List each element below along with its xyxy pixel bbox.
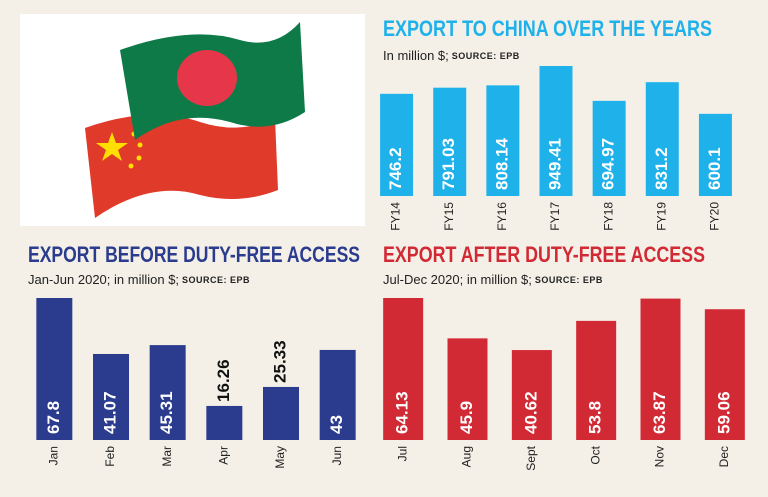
value-label: 63.87	[650, 391, 669, 434]
x-tick-label: FY19	[654, 202, 668, 231]
value-label: 45.9	[457, 401, 476, 434]
x-tick-label: May	[273, 446, 287, 469]
bar	[93, 353, 129, 440]
bar	[380, 93, 414, 196]
source: SOURCE: EPB	[452, 51, 520, 61]
bar	[704, 309, 745, 440]
bar-chart: EXPORT TO CHINA OVER THE YEARS In million…	[380, 16, 732, 231]
bar	[263, 386, 299, 440]
bar	[539, 66, 573, 196]
value-label: 40.62	[521, 391, 540, 434]
subtitle: Jan-Jun 2020; in million $;	[28, 272, 179, 287]
value-label: 59.06	[714, 391, 733, 434]
chart-subtitle: In million $; SOURCE: EPB	[383, 48, 520, 63]
bar	[433, 87, 467, 196]
value-label: 41.07	[100, 391, 119, 434]
bar	[640, 298, 681, 440]
star	[136, 155, 142, 161]
x-tick-label: Feb	[103, 446, 117, 467]
value-label: 808.14	[492, 137, 511, 190]
star	[137, 142, 143, 148]
bar	[511, 350, 552, 440]
value-label: 600.1	[705, 147, 724, 190]
x-tick-label: Jan	[47, 446, 61, 465]
x-tick-label: Aug	[460, 446, 474, 467]
x-tick-label: Oct	[588, 445, 602, 464]
red-disc	[177, 50, 237, 106]
flags-image	[20, 14, 365, 226]
value-label: 791.03	[439, 138, 458, 190]
source: SOURCE: EPB	[535, 275, 603, 285]
value-label: 53.8	[586, 401, 605, 434]
x-tick-label: Apr	[217, 446, 231, 465]
x-tick-label: Jul	[395, 446, 409, 461]
x-tick-label: Jun	[330, 446, 344, 465]
x-tick-label: FY18	[601, 202, 615, 231]
bar	[486, 85, 520, 196]
chart-subtitle: Jul-Dec 2020; in million $; SOURCE: EPB	[383, 272, 603, 287]
value-label: 45.31	[157, 391, 176, 434]
star	[128, 163, 134, 169]
x-tick-label: FY17	[548, 202, 562, 231]
bar	[149, 345, 186, 440]
subtitle: Jul-Dec 2020; in million $;	[383, 272, 532, 287]
bar	[698, 113, 732, 196]
x-tick-label: FY16	[495, 202, 509, 231]
chart-title: EXPORT AFTER DUTY-FREE ACCESS	[383, 242, 705, 267]
value-label: 43	[327, 415, 346, 434]
bar	[645, 82, 679, 196]
x-tick-label: Nov	[653, 446, 667, 467]
x-tick-label: Mar	[160, 446, 174, 467]
chart-title: EXPORT TO CHINA OVER THE YEARS	[383, 16, 712, 41]
bar	[383, 298, 424, 440]
value-label: 64.13	[393, 391, 412, 434]
chart-title: EXPORT BEFORE DUTY-FREE ACCESS	[28, 242, 360, 267]
bar	[206, 405, 243, 440]
bar	[36, 298, 73, 440]
chart-subtitle: Jan-Jun 2020; in million $; SOURCE: EPB	[28, 272, 250, 287]
x-tick-label: Dec	[717, 446, 731, 467]
bar	[576, 320, 617, 440]
x-tick-label: FY15	[442, 202, 456, 231]
x-tick-label: Sept	[524, 445, 538, 470]
star	[96, 132, 128, 161]
source: SOURCE: EPB	[182, 275, 250, 285]
bar	[319, 349, 356, 440]
bar-chart: EXPORT AFTER DUTY-FREE ACCESS Jul-Dec 202…	[383, 242, 745, 471]
bar-chart: EXPORT BEFORE DUTY-FREE ACCESS Jan-Jun 20…	[28, 242, 360, 469]
value-label: 831.2	[652, 147, 671, 190]
subtitle: In million $;	[383, 48, 449, 63]
value-label: 694.97	[599, 138, 618, 190]
value-label: 16.26	[214, 359, 233, 402]
x-tick-label: FY14	[389, 202, 403, 231]
bar	[592, 100, 626, 196]
china-flag	[85, 114, 278, 218]
value-label: 25.33	[270, 340, 289, 383]
value-label: 67.8	[44, 401, 63, 434]
bar	[447, 338, 488, 440]
value-label: 949.41	[545, 138, 564, 190]
value-label: 746.2	[386, 147, 405, 190]
x-tick-label: FY20	[708, 202, 722, 231]
